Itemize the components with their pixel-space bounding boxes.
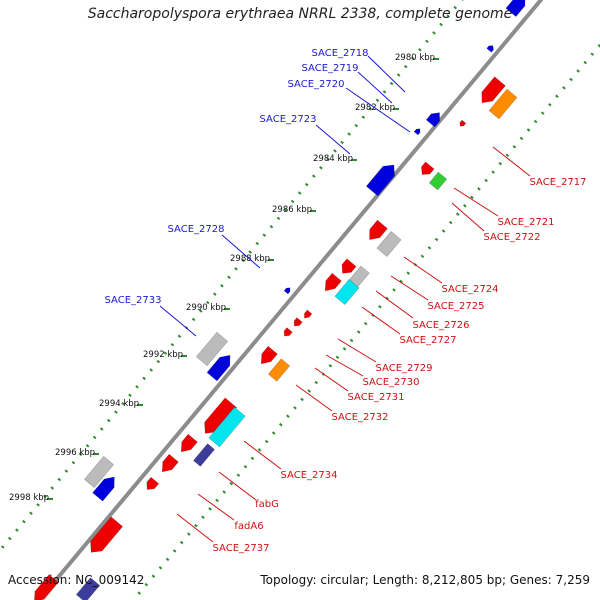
- gene-feature[interactable]: [208, 406, 246, 448]
- gene-feature[interactable]: [488, 88, 518, 120]
- genome-backbone: [36, 0, 544, 600]
- reverse-gene-label-sace-2731[interactable]: SACE_2731: [348, 392, 405, 403]
- leader-line: [221, 234, 261, 269]
- leader-line: [361, 306, 401, 335]
- gene-features: [30, 0, 530, 600]
- forward-gene-label-sace-2719[interactable]: SACE_2719: [302, 63, 359, 74]
- gene-feature[interactable]: [199, 397, 238, 438]
- forward-gene-label-sace-2718[interactable]: SACE_2718: [312, 48, 369, 59]
- gene-feature[interactable]: [413, 127, 422, 136]
- leader-line: [357, 71, 393, 104]
- leader-line: [337, 338, 377, 363]
- gene-feature[interactable]: [283, 286, 292, 295]
- gene-feature[interactable]: [158, 453, 179, 476]
- gene-feature[interactable]: [143, 476, 160, 493]
- leader-line: [453, 187, 499, 217]
- leader-line: [197, 493, 235, 521]
- reverse-gene-label-sace-2734[interactable]: SACE_2734: [281, 470, 338, 481]
- tick-label: 2992 kbp: [143, 350, 183, 360]
- leader-line: [176, 513, 214, 543]
- forward-gene-label-sace-2720[interactable]: SACE_2720: [288, 79, 345, 90]
- map-title: Saccharopolyspora erythraea NRRL 2338, c…: [87, 6, 513, 22]
- gene-feature[interactable]: [334, 278, 360, 306]
- reverse-gene-label-sace-2732[interactable]: SACE_2732: [332, 412, 389, 423]
- guide-line-outer: [0, 0, 464, 553]
- reverse-gene-label-sace-2717[interactable]: SACE_2717: [530, 177, 587, 188]
- gene-feature[interactable]: [338, 258, 357, 277]
- leader-line: [243, 440, 282, 470]
- gene-feature[interactable]: [267, 358, 291, 382]
- gene-feature[interactable]: [365, 160, 399, 197]
- leader-line: [345, 87, 411, 133]
- gene-feature[interactable]: [195, 331, 229, 367]
- gene-feature[interactable]: [458, 119, 467, 128]
- reverse-gene-label-fabg[interactable]: fabG: [255, 499, 279, 510]
- tick-label: 2994 kbp: [99, 399, 139, 409]
- leader-line: [390, 275, 429, 301]
- tick-label: 2998 kbp: [9, 493, 49, 503]
- reverse-gene-label-sace-2729[interactable]: SACE_2729: [376, 363, 433, 374]
- gene-feature[interactable]: [83, 455, 115, 489]
- gene-feature[interactable]: [505, 0, 530, 18]
- gene-feature[interactable]: [92, 473, 120, 502]
- leader-line: [375, 290, 414, 319]
- gene-feature[interactable]: [302, 309, 313, 320]
- gene-labels: SACE_2718 SACE_2719 SACE_2720 SACE_2723 SACE…: [105, 48, 587, 554]
- leader-line: [403, 256, 443, 284]
- reverse-gene-label-sace-2722[interactable]: SACE_2722: [484, 232, 541, 243]
- tick-label: 2986 kbp: [272, 205, 312, 215]
- reverse-gene-label-sace-2726[interactable]: SACE_2726: [413, 320, 470, 331]
- gene-feature[interactable]: [30, 574, 59, 600]
- leader-line: [295, 384, 333, 412]
- gene-feature[interactable]: [365, 219, 388, 244]
- guide-line-inner: [131, 44, 600, 600]
- tick-label: 2984 kbp: [313, 154, 353, 164]
- leader-line: [325, 354, 364, 377]
- gene-feature[interactable]: [477, 76, 506, 107]
- gene-feature[interactable]: [321, 272, 342, 295]
- genome-info-text: Topology: circular; Length: 8,212,805 bp…: [260, 573, 590, 587]
- gene-feature[interactable]: [206, 351, 235, 382]
- gene-feature[interactable]: [428, 171, 448, 191]
- leader-line: [451, 202, 485, 232]
- leader-line: [218, 471, 257, 501]
- reverse-gene-label-sace-2724[interactable]: SACE_2724: [442, 284, 499, 295]
- tick-label: 2980 kbp: [395, 53, 435, 63]
- reverse-gene-label-sace-2730[interactable]: SACE_2730: [363, 377, 420, 388]
- leader-line: [492, 146, 531, 177]
- reverse-gene-label-sace-2725[interactable]: SACE_2725: [428, 301, 485, 312]
- reverse-gene-label-sace-2727[interactable]: SACE_2727: [400, 335, 457, 346]
- gene-feature[interactable]: [376, 230, 402, 258]
- reverse-gene-label-sace-2721[interactable]: SACE_2721: [498, 217, 555, 228]
- forward-gene-label-sace-2733[interactable]: SACE_2733: [105, 295, 162, 306]
- leader-line: [315, 124, 351, 155]
- tick-label: 2996 kbp: [55, 448, 95, 458]
- reverse-gene-label-sace-2737[interactable]: SACE_2737: [213, 543, 270, 554]
- forward-gene-label-sace-2728[interactable]: SACE_2728: [168, 224, 225, 235]
- gene-feature[interactable]: [257, 345, 278, 368]
- leader-line: [314, 367, 349, 392]
- gene-feature[interactable]: [177, 433, 198, 456]
- accession-text: Accession: NC_009142: [8, 573, 145, 587]
- forward-gene-label-sace-2723[interactable]: SACE_2723: [260, 114, 317, 125]
- gene-feature[interactable]: [486, 44, 495, 53]
- tick-label: 2990 kbp: [186, 303, 226, 313]
- reverse-gene-label-fada6[interactable]: fadA6: [234, 521, 263, 532]
- gene-feature[interactable]: [418, 161, 435, 178]
- gene-feature[interactable]: [85, 516, 124, 557]
- gene-feature[interactable]: [193, 443, 215, 467]
- gene-feature[interactable]: [425, 109, 443, 128]
- gene-feature[interactable]: [282, 327, 293, 339]
- gene-feature[interactable]: [292, 317, 303, 329]
- leader-line: [367, 55, 406, 93]
- leader-line: [159, 305, 197, 337]
